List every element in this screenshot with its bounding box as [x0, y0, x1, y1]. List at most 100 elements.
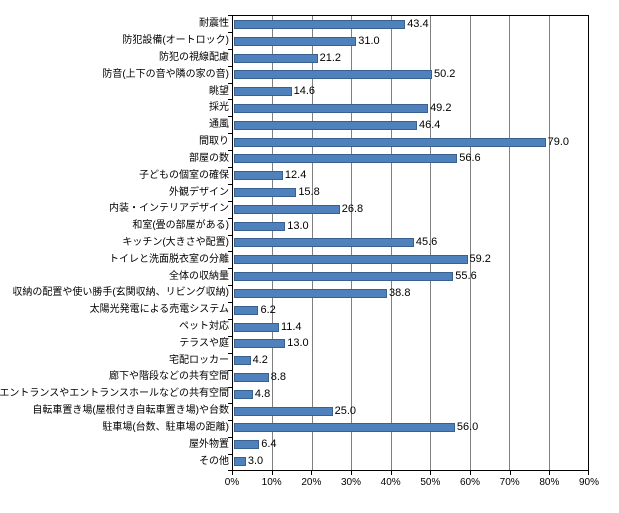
value-label: 12.4: [284, 169, 307, 182]
bar: [234, 305, 259, 315]
value-label: 3.0: [247, 455, 264, 468]
x-axis-tick-label: 30%: [340, 477, 362, 488]
value-label: 25.0: [334, 404, 357, 417]
bar-row: 太陽光発電による売電システム 6.2: [0, 302, 588, 319]
bar-track: 50.2: [233, 66, 588, 83]
y-axis-tick: [228, 285, 232, 287]
bar-track: 56.6: [233, 151, 588, 168]
x-axis-tick: [311, 471, 313, 475]
bar-track: 13.0: [233, 335, 588, 352]
y-axis-tick: [228, 200, 232, 202]
bar: [234, 221, 286, 231]
x-axis-tick-label: 70%: [499, 477, 520, 488]
y-axis-tick: [228, 234, 232, 236]
category-label-text: 部屋の数: [189, 152, 229, 164]
category-label: キッチン(大きさや配置): [0, 237, 233, 248]
y-axis-tick: [228, 403, 232, 405]
category-label: 耐震性: [0, 19, 233, 29]
category-label-text: 全体の収納量: [169, 270, 229, 282]
category-label-text: 宅配ロッカー: [169, 354, 229, 366]
bar-row: テラスや庭 13.0: [0, 335, 588, 352]
value-label: 38.8: [389, 286, 411, 299]
gridline: [548, 16, 550, 470]
y-axis-tick: [228, 217, 232, 219]
bar: [234, 137, 546, 147]
bar-track: 56.0: [233, 420, 588, 437]
value-label: 56.6: [459, 152, 481, 165]
x-axis-tick-labels: 0% 10% 20% 30% 40% 50% 60% 70% 80% 90%: [225, 477, 599, 491]
category-label: 屋外物置: [0, 439, 233, 450]
y-axis-ticks: [228, 15, 232, 471]
category-label-text: 耐震性: [199, 18, 229, 30]
value-label: 15.8: [298, 186, 320, 199]
bar-track: 21.2: [233, 50, 588, 67]
x-axis-tick-label: 60%: [459, 477, 481, 488]
bar-row: 内装・インテリアデザイン 26.8: [0, 201, 588, 218]
bar-track: 3.0: [233, 453, 588, 470]
bar: [234, 372, 269, 382]
bar: [234, 457, 246, 467]
value-label: 79.0: [547, 135, 570, 148]
value-label: 13.0: [287, 219, 309, 232]
category-label: 和室(畳の部屋がある): [0, 221, 233, 231]
y-axis-tick: [228, 183, 232, 185]
bar: [234, 36, 357, 46]
bar-row: 宅配ロッカー 4.2: [0, 352, 588, 369]
value-label: 49.2: [430, 101, 452, 114]
bar-row: 駐車場(台数、駐車場の距離) 56.0: [0, 420, 588, 437]
bar-row: ペット対応 11.4: [0, 319, 588, 336]
bar: [234, 53, 318, 63]
category-label-text: 採光: [209, 102, 229, 114]
y-axis-tick: [228, 82, 232, 84]
bar: [234, 188, 297, 198]
bar-row: 全体の収納量 55.6: [0, 268, 588, 285]
value-label: 11.4: [280, 320, 302, 333]
category-label: 眺望: [0, 86, 233, 97]
y-axis-tick: [228, 15, 232, 16]
bar-row: その他 3.0: [0, 453, 588, 470]
bar-track: 14.6: [233, 83, 588, 100]
category-label: 部屋の数: [0, 152, 233, 164]
x-axis-tick: [588, 471, 589, 475]
x-axis-tick: [232, 471, 233, 475]
category-label-text: 防犯の視線配慮: [159, 52, 229, 64]
bar-track: 6.2: [233, 302, 588, 319]
category-label-text: 子どもの個室の確保: [139, 169, 229, 181]
value-label: 21.2: [319, 51, 342, 64]
bar-row: 間取り 79.0: [0, 134, 588, 151]
value-label: 43.4: [407, 17, 429, 30]
bar-track: 4.8: [233, 386, 588, 403]
y-axis-tick: [228, 99, 232, 101]
category-label-text: 通風: [209, 119, 229, 131]
y-axis-tick: [228, 133, 232, 135]
category-label-text: ペット対応: [179, 321, 229, 333]
bar: [234, 171, 283, 181]
category-label-text: エントランスやエントランスホールなどの共有空間: [0, 388, 229, 400]
category-label: 通風: [0, 120, 233, 130]
y-axis-tick: [228, 116, 232, 118]
bar-row: 採光 49.2: [0, 100, 588, 117]
category-label: 採光: [0, 103, 233, 113]
value-label: 59.2: [469, 253, 491, 266]
value-label: 55.6: [455, 270, 477, 283]
gridline: [469, 16, 471, 470]
bar-track: 55.6: [233, 268, 588, 285]
category-label-text: 外観デザイン: [169, 186, 229, 198]
category-label: エントランスやエントランスホールなどの共有空間: [0, 389, 233, 399]
bar: [234, 70, 432, 80]
bar-track: 31.0: [233, 33, 588, 50]
bar-row: 耐震性 43.4: [0, 16, 588, 33]
bar-track: 49.2: [233, 100, 588, 117]
bar-track: 11.4: [233, 319, 588, 336]
bar: [234, 87, 292, 97]
category-label: 防音(上下の音や隣の家の音): [0, 69, 233, 80]
bar: [234, 238, 414, 248]
bar: [234, 389, 253, 399]
bar: [234, 406, 333, 416]
y-axis-tick: [228, 470, 232, 471]
bar-track: 6.4: [233, 436, 588, 453]
bar-row: 防犯の視線配慮 21.2: [0, 50, 588, 67]
x-axis-tick: [469, 471, 471, 475]
bar-row: 屋外物置 6.4: [0, 436, 588, 453]
category-label: 全体の収納量: [0, 270, 233, 282]
